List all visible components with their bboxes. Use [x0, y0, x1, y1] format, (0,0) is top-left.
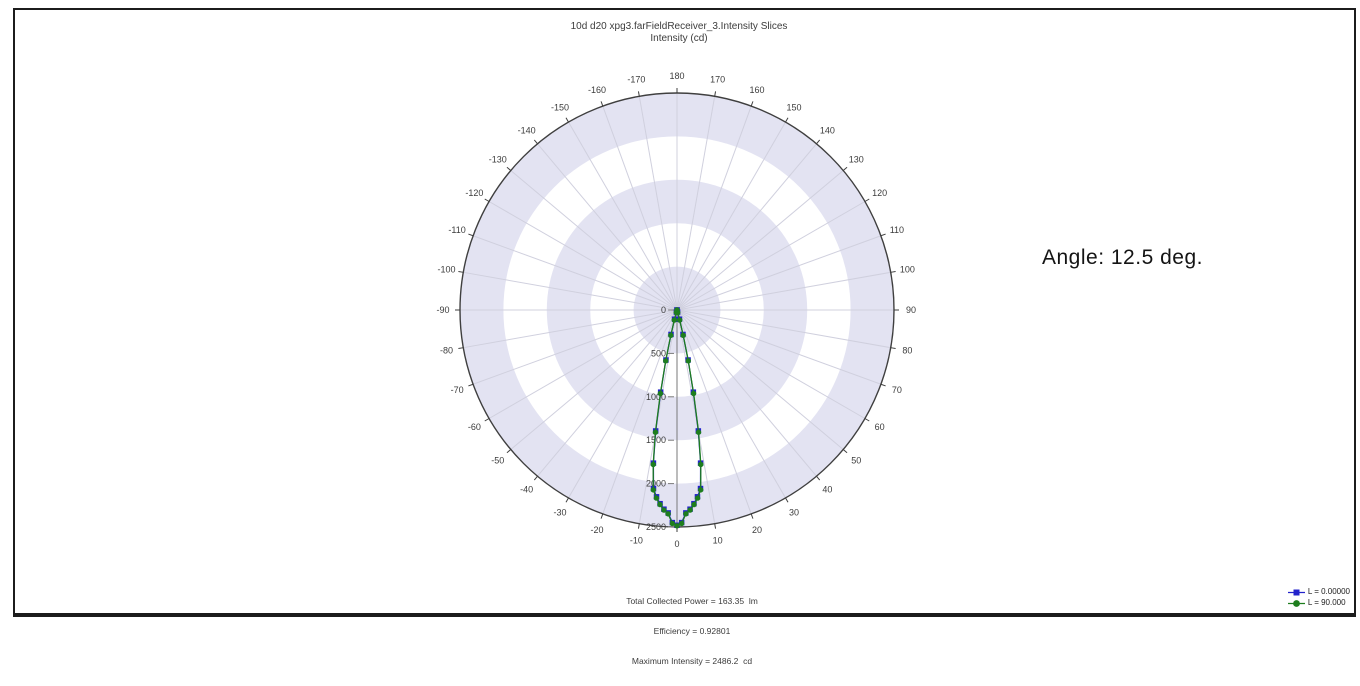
svg-text:-70: -70 — [451, 385, 464, 395]
legend-marker-circle-icon — [1287, 599, 1305, 607]
angle-ticks — [455, 88, 899, 532]
svg-text:170: 170 — [710, 75, 725, 85]
svg-text:110: 110 — [890, 225, 904, 235]
svg-text:0: 0 — [674, 539, 679, 549]
svg-text:-100: -100 — [438, 264, 456, 274]
svg-text:-80: -80 — [440, 346, 453, 356]
legend-label-l90: L = 90.000 — [1307, 598, 1346, 607]
svg-text:10: 10 — [713, 535, 723, 545]
maximum-intensity: Maximum Intensity = 2486.2 cd — [631, 656, 753, 666]
svg-text:160: 160 — [750, 85, 765, 95]
polar-chart[interactable]: 0 10 20 30 40 50 60 70 80 90 100 110 120 130 140 150 160… — [15, 10, 1354, 613]
svg-text:-20: -20 — [590, 525, 603, 535]
slice-angle-readout: Angle: 12.5 deg. — [1042, 246, 1203, 269]
svg-text:-150: -150 — [551, 102, 569, 112]
svg-text:-160: -160 — [588, 85, 606, 95]
legend-label-l0: L = 0.00000 — [1307, 587, 1350, 596]
series-l90 — [650, 307, 704, 529]
spoke-grid — [460, 93, 894, 527]
stats-block: Total Collected Power = 163.35 lm Effici… — [492, 576, 892, 686]
legend-item-l90: L = 90.000 — [1287, 598, 1350, 608]
radial-tick-labels: 0 500 1000 1500 2000 2500 — [646, 305, 674, 532]
chart-subtitle: Intensity (cd) — [650, 33, 708, 44]
svg-text:-30: -30 — [553, 508, 566, 518]
svg-text:120: 120 — [872, 188, 887, 198]
svg-text:-120: -120 — [465, 188, 483, 198]
svg-text:1000: 1000 — [646, 392, 666, 402]
svg-text:180: 180 — [669, 71, 684, 81]
plot-window-frame: 10d d20 xpg3.farFieldReceiver_3.Intensit… — [13, 8, 1356, 666]
svg-text:2500: 2500 — [646, 522, 666, 532]
legend: L = 0.00000 L = 90.000 — [1287, 587, 1350, 608]
legend-marker-square-icon — [1287, 589, 1305, 595]
svg-text:140: 140 — [820, 126, 835, 136]
svg-text:-140: -140 — [518, 126, 536, 136]
svg-text:-40: -40 — [520, 484, 533, 494]
series-markers — [650, 307, 704, 529]
svg-text:60: 60 — [875, 422, 885, 432]
legend-item-l0: L = 0.00000 — [1287, 587, 1350, 597]
svg-text:80: 80 — [902, 346, 912, 356]
svg-text:100: 100 — [900, 264, 915, 274]
angle-tick-labels: 0 10 20 30 40 50 60 70 80 90 100 110 120 130 140 150 160… — [436, 71, 916, 549]
svg-text:-50: -50 — [491, 455, 504, 465]
svg-text:-110: -110 — [448, 225, 465, 235]
svg-text:1500: 1500 — [646, 435, 666, 445]
svg-text:20: 20 — [752, 525, 762, 535]
svg-text:50: 50 — [851, 455, 861, 465]
svg-text:-90: -90 — [436, 305, 449, 315]
chart-title: 10d d20 xpg3.farFieldReceiver_3.Intensit… — [570, 21, 788, 32]
svg-text:130: 130 — [849, 155, 864, 165]
svg-text:2000: 2000 — [646, 479, 666, 489]
svg-text:-60: -60 — [468, 422, 481, 432]
svg-text:500: 500 — [651, 348, 666, 358]
svg-text:90: 90 — [906, 305, 916, 315]
svg-text:70: 70 — [892, 385, 902, 395]
svg-text:-10: -10 — [630, 535, 643, 545]
svg-text:40: 40 — [822, 484, 832, 494]
svg-text:150: 150 — [786, 102, 801, 112]
svg-text:0: 0 — [661, 305, 666, 315]
svg-text:-170: -170 — [627, 75, 645, 85]
svg-text:30: 30 — [789, 508, 799, 518]
chart-title-block: 10d d20 xpg3.farFieldReceiver_3.Intensit… — [379, 21, 979, 45]
svg-text:-130: -130 — [489, 155, 507, 165]
total-collected-power: Total Collected Power = 163.35 lm — [626, 596, 758, 606]
